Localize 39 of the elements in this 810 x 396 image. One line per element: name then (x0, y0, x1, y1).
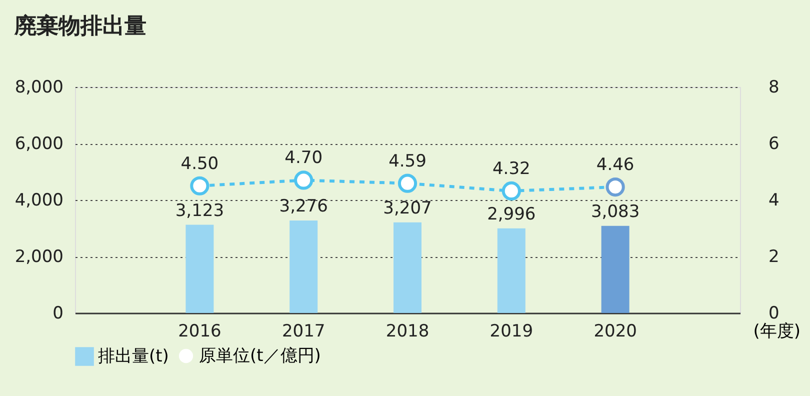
x-tick-label: 2019 (490, 322, 534, 342)
y2-tick-label: 4 (768, 190, 780, 210)
point (398, 174, 418, 193)
data-label: 4.46 (596, 155, 634, 176)
y-tick-label: 2,000 (14, 247, 64, 267)
data-label: 3,123 (175, 200, 224, 221)
point (294, 170, 314, 190)
bar (394, 222, 422, 313)
legend-label: 原単位(t／億円) (199, 346, 321, 366)
bar (290, 220, 318, 313)
data-label: 4.59 (388, 151, 426, 172)
y-tick-label: 6,000 (14, 134, 64, 154)
data-label: 4.32 (492, 158, 530, 179)
data-label: 4.70 (284, 148, 323, 168)
x-tick-label: 2020 (594, 322, 637, 342)
y2-tick-label: 6 (768, 134, 780, 154)
data-label: 3,276 (279, 196, 328, 216)
data-label: 4.50 (180, 154, 219, 174)
x-tick-label: 2016 (178, 322, 222, 342)
y-tick-label: 0 (52, 304, 64, 324)
y2-tick-label: 8 (768, 78, 780, 98)
point (190, 176, 210, 196)
x-axis-title: (年度) (753, 322, 800, 342)
bar (186, 224, 214, 313)
legend-label: 排出量(t) (98, 346, 169, 366)
data-label: 3,083 (590, 202, 640, 222)
chart-title: 廃棄物排出量 (13, 13, 146, 39)
data-label: 3,207 (383, 198, 432, 218)
x-tick-label: 2018 (386, 322, 430, 342)
y2-tick-label: 2 (768, 247, 780, 267)
y-tick-label: 4,000 (14, 190, 64, 210)
y-tick-label: 8,000 (14, 78, 64, 98)
y2-tick-label: 0 (768, 304, 780, 324)
bar (601, 226, 630, 313)
bar (497, 228, 526, 313)
data-label: 2,996 (487, 204, 536, 224)
point (502, 181, 521, 201)
x-tick-label: 2017 (282, 322, 326, 342)
point (606, 177, 625, 197)
